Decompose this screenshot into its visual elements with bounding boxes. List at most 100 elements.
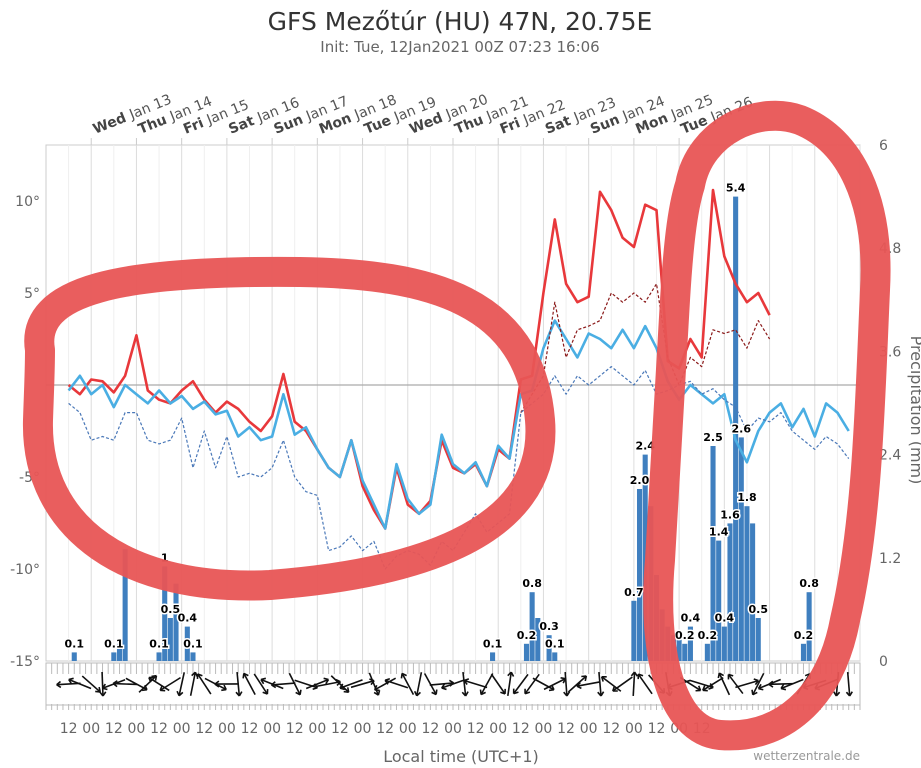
- wind-arrow-head: [295, 689, 302, 696]
- precip-bar: [738, 437, 744, 661]
- precip-bar: [529, 592, 535, 661]
- precip-bar-label: 2.0: [630, 474, 650, 487]
- wind-arrow-head: [384, 677, 391, 685]
- precip-bar: [750, 523, 756, 661]
- precip-bar-label: 1: [161, 551, 169, 564]
- wind-arrow: [429, 682, 454, 686]
- wind-arrow-head: [270, 681, 277, 689]
- wind-arrow: [441, 679, 465, 689]
- wind-arrow: [253, 673, 269, 695]
- precip-bar: [523, 643, 530, 661]
- wind-arrow: [507, 672, 513, 696]
- wind-arrow: [727, 673, 744, 695]
- wind-arrow: [768, 682, 793, 686]
- precip-bar-label: 0.1: [483, 637, 503, 650]
- precip-bar: [682, 643, 688, 661]
- precip-bar: [687, 626, 693, 661]
- y-axis-right-title: Precipitation (mm): [907, 336, 921, 485]
- wind-arrow-head: [214, 680, 220, 688]
- wind-arrow: [189, 672, 197, 696]
- temperature-series-2: [520, 283, 771, 413]
- precip-bar-label: 0.5: [161, 603, 181, 616]
- wind-arrow: [463, 679, 488, 689]
- wind-arrow: [513, 673, 529, 695]
- wind-arrow-head: [512, 688, 519, 695]
- x-tick-label: 12: [557, 721, 575, 737]
- x-tick-label: 12: [331, 721, 349, 737]
- precip-bar: [190, 652, 196, 661]
- wind-arrow-head: [339, 683, 346, 691]
- precipitation-labels: 0.1 0.1 0.110.50.40.1 0.10.20.80.30.10.72.0…: [63, 180, 820, 652]
- wind-arrow-head: [441, 683, 447, 691]
- wind-arrow-head: [262, 689, 269, 695]
- precip-bar-label: 2.5: [703, 431, 723, 444]
- x-tick-label: 00: [625, 721, 643, 737]
- precip-bar: [727, 523, 733, 661]
- precip-bar: [71, 652, 77, 661]
- wind-arrow: [524, 673, 540, 695]
- precip-bar: [546, 635, 552, 661]
- wind-arrow-head: [780, 683, 787, 691]
- wind-arrow: [339, 679, 363, 689]
- precip-bar: [676, 635, 682, 661]
- temperature-lines: [67, 188, 850, 570]
- x-tick-label: 00: [489, 721, 507, 737]
- precip-bar: [704, 643, 710, 661]
- wind-arrow: [305, 678, 329, 690]
- x-tick-label: 00: [354, 721, 372, 737]
- wind-arrow: [735, 679, 759, 689]
- wind-arrow: [384, 679, 409, 689]
- precip-bar: [631, 600, 637, 661]
- wind-arrow-head: [717, 672, 725, 679]
- wind-arrow-head: [768, 680, 774, 688]
- y-left-tick-label: 5°: [24, 286, 40, 302]
- wind-arrow: [138, 675, 157, 693]
- wind-arrow: [178, 672, 186, 696]
- x-tick-label: 12: [150, 721, 168, 737]
- wind-arrow: [780, 678, 804, 690]
- precip-bar: [755, 618, 761, 661]
- wind-arrow: [243, 673, 256, 695]
- wind-arrow: [462, 671, 467, 697]
- chart-subtitle: Init: Tue, 12Jan2021 00Z 07:23 16:06: [320, 38, 599, 56]
- precip-bar-label: 2.4: [635, 440, 655, 453]
- precip-bar: [744, 506, 750, 661]
- wind-arrow-head: [630, 671, 638, 677]
- wind-arrow-head: [235, 691, 243, 697]
- wind-arrow-head: [581, 675, 588, 682]
- precip-bar-label: 1.6: [720, 508, 740, 521]
- wind-arrow: [576, 681, 601, 687]
- wind-arrow-head: [637, 673, 644, 680]
- wind-arrow: [330, 675, 350, 693]
- wind-arrow: [601, 676, 622, 692]
- x-tick-label: 00: [82, 721, 100, 737]
- wind-arrow-head: [500, 688, 506, 695]
- wind-arrow: [532, 677, 555, 691]
- wind-arrow-head: [563, 691, 571, 697]
- precip-bar: [167, 618, 173, 661]
- precip-bar: [636, 489, 643, 661]
- wind-arrow-head: [323, 677, 330, 685]
- precip-bar-label: 0.4: [715, 612, 735, 625]
- precip-bar: [173, 583, 179, 661]
- precip-bar: [490, 652, 496, 661]
- x-axis-ticks: 12 00 12 00 12 00 12 00 12 00 12 00 12 00 12 00 12 00 12 00…: [60, 721, 711, 737]
- y-right-tick-label: 1.2: [879, 551, 901, 567]
- precip-bar-label: 0.1: [104, 637, 124, 650]
- wind-arrow: [368, 672, 380, 696]
- wind-arrow: [68, 678, 92, 690]
- wind-arrow: [632, 671, 636, 697]
- x-axis-title: Local time (UTC+1): [383, 747, 539, 766]
- precip-bar-label: 0.2: [517, 629, 537, 642]
- wind-arrow-head: [753, 678, 760, 686]
- y-right-tick-label: 2.4: [879, 448, 901, 464]
- precip-bar: [162, 566, 168, 661]
- precip-bar-label: 0.7: [624, 586, 644, 599]
- precip-bar: [156, 652, 162, 661]
- wind-arrow-head: [196, 673, 203, 680]
- y-left-tick-label: -10°: [10, 562, 40, 578]
- wind-arrow-head: [845, 691, 853, 697]
- wind-arrow: [401, 673, 415, 695]
- precip-bar-label: 5.4: [726, 182, 746, 195]
